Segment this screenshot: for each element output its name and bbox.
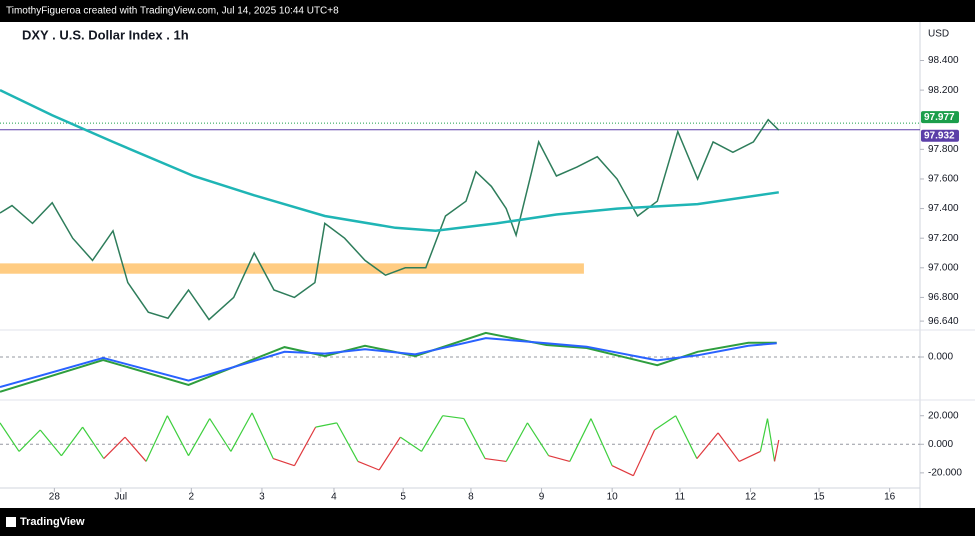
oscillator-segment [39, 429, 62, 457]
oscillator-segment [230, 412, 253, 452]
y-tick-label: 96.800 [928, 292, 959, 303]
x-tick-label: Jul [114, 492, 127, 503]
y-tick-label: 98.200 [928, 85, 959, 96]
chart-title: DXY . U.S. Dollar Index . 1h [22, 27, 189, 42]
x-tick-label: 15 [813, 492, 825, 503]
support-zone [0, 263, 584, 274]
oscillator-segment [569, 418, 592, 462]
credit: TimothyFigueroa created with TradingView… [6, 6, 339, 17]
oscillator-segment [273, 458, 295, 467]
y-tick-label: 98.400 [928, 55, 959, 66]
macd-line [0, 337, 777, 389]
oscillator-segment [421, 415, 444, 452]
y-tick-label: 0.000 [928, 439, 953, 450]
x-tick-label: 12 [745, 492, 757, 503]
oscillator-segment [378, 436, 401, 471]
oscillator-segment [18, 429, 41, 452]
oscillator-segment [315, 422, 337, 428]
x-tick-label: 4 [331, 492, 337, 503]
oscillator-segment [400, 436, 422, 452]
y-tick-label: -20.000 [928, 467, 962, 478]
oscillator-segment [336, 422, 359, 462]
y-tick-label: 96.640 [928, 316, 959, 327]
oscillator-segment [103, 436, 126, 459]
oscillator-segment [632, 429, 656, 476]
brand-logo [6, 517, 16, 527]
oscillator-segment [82, 426, 105, 459]
moving-average [0, 88, 779, 233]
oscillator-segment [717, 432, 740, 462]
y-tick-label: 97.400 [928, 203, 959, 214]
y-tick-label: 97.200 [928, 233, 959, 244]
oscillator-segment [505, 422, 528, 462]
price-label: 97.932 [924, 130, 955, 141]
oscillator-segment [124, 436, 147, 462]
oscillator-segment [773, 439, 780, 462]
oscillator-segment [442, 415, 464, 420]
oscillator-segment [654, 415, 677, 431]
oscillator-segment [463, 418, 486, 459]
x-tick-label: 8 [468, 492, 474, 503]
oscillator-segment [696, 432, 719, 459]
oscillator-segment [611, 465, 634, 477]
x-tick-label: 2 [189, 492, 195, 503]
price-label-bg [921, 111, 959, 124]
oscillator-segment [526, 422, 550, 457]
oscillator-segment [738, 450, 761, 462]
x-tick-label: 11 [675, 492, 686, 503]
y-tick-label: 97.600 [928, 174, 959, 185]
oscillator-segment [145, 415, 168, 462]
y-tick-label: 20.000 [928, 410, 959, 421]
x-tick-label: 3 [259, 492, 265, 503]
oscillator-segment [675, 415, 698, 459]
currency: USD [928, 29, 949, 40]
oscillator-segment [293, 426, 317, 467]
macd-line [0, 331, 777, 393]
oscillator-segment [548, 455, 570, 463]
oscillator-segment [766, 418, 776, 462]
y-tick-label: 97.800 [928, 144, 959, 155]
oscillator-segment [251, 412, 274, 459]
brand: TradingView [20, 516, 85, 528]
y-tick-label: 0.000 [928, 352, 953, 363]
oscillator-segment [60, 426, 84, 457]
oscillator-segment [484, 457, 507, 463]
x-tick-label: 10 [607, 492, 619, 503]
oscillator-segment [357, 460, 380, 471]
price-label-bg [921, 129, 959, 142]
y-tick-label: 97.000 [928, 262, 959, 273]
x-tick-label: 5 [400, 492, 406, 503]
oscillator-segment [0, 422, 20, 452]
oscillator-segment [209, 418, 232, 452]
oscillator-segment [590, 418, 613, 466]
x-tick-label: 9 [539, 492, 545, 503]
price-line-series [0, 118, 780, 321]
oscillator-segment [166, 415, 190, 456]
x-tick-label: 28 [49, 492, 61, 503]
price-label: 97.977 [924, 112, 955, 123]
oscillator-segment [187, 418, 211, 457]
oscillator-segment [759, 418, 769, 452]
x-tick-label: 16 [884, 492, 896, 503]
